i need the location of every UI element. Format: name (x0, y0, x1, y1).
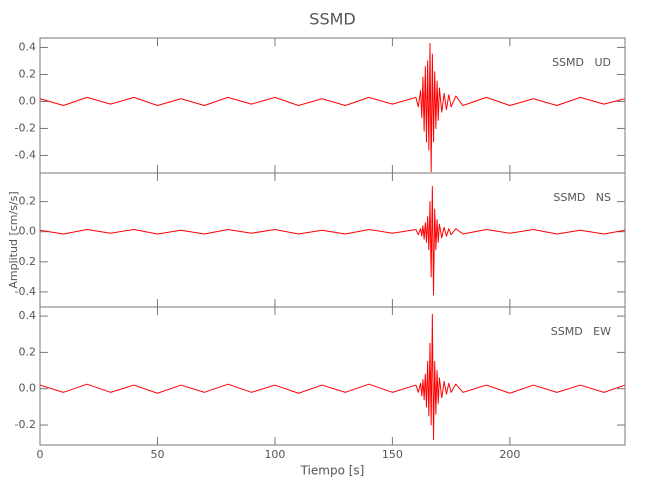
panel-frame (39, 37, 626, 174)
trace-label: SSMD EW (551, 325, 611, 338)
trace-label: SSMD UD (552, 56, 611, 69)
y-tick-label: -0.2 (15, 121, 36, 134)
y-tick-label: 0.2 (19, 195, 37, 208)
x-tick-label: 150 (382, 448, 403, 461)
y-tick-label: 0.2 (19, 67, 37, 80)
y-tick-label: 0.4 (19, 309, 37, 322)
x-axis-label: Tiempo [s] (300, 464, 365, 478)
y-tick-label: 0.0 (19, 225, 37, 238)
trace (39, 42, 626, 173)
y-tick-label: -0.2 (15, 255, 36, 268)
y-tick-label: 0.0 (19, 382, 37, 395)
x-tick-label: 100 (264, 448, 285, 461)
panel-frame (39, 172, 626, 308)
trace (39, 186, 626, 296)
y-axis-label: Amplitud [cm/s/s] (7, 191, 20, 288)
y-tick-label: -0.4 (15, 285, 36, 298)
panel-frame (39, 306, 626, 446)
y-tick-label: -0.2 (15, 418, 36, 431)
trace (39, 313, 626, 441)
x-tick-label: 0 (37, 448, 44, 461)
chart-title: SSMD (309, 10, 355, 29)
y-tick-label: 0.0 (19, 94, 37, 107)
y-tick-label: 0.4 (19, 40, 37, 53)
y-tick-label: -0.4 (15, 148, 36, 161)
y-tick-label: 0.2 (19, 345, 37, 358)
x-tick-label: 200 (499, 448, 520, 461)
trace-label: SSMD NS (553, 191, 611, 204)
x-tick-label: 50 (150, 448, 164, 461)
